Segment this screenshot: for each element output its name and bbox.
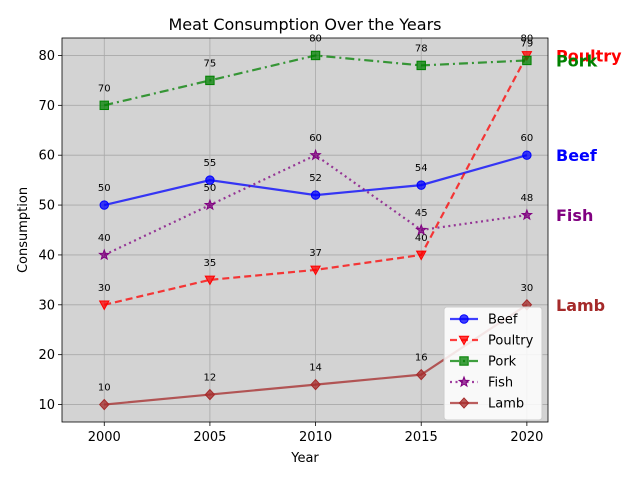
data-point-fish — [415, 223, 428, 236]
data-point-poultry — [204, 275, 216, 286]
legend-label-pork: Pork — [488, 355, 517, 370]
data-point-beef — [205, 175, 215, 185]
data-label-pork: 70 — [98, 83, 111, 94]
data-label-beef: 60 — [521, 133, 534, 144]
data-label-beef: 50 — [98, 183, 111, 194]
x-tick-label: 2010 — [299, 430, 332, 445]
data-label-poultry: 37 — [309, 248, 322, 259]
y-tick-label: 60 — [38, 149, 55, 164]
legend-label-poultry: Poultry — [488, 334, 534, 349]
data-point-pork — [416, 60, 426, 71]
legend-label-beef: Beef — [488, 313, 518, 328]
data-point-lamb — [310, 378, 321, 391]
chart-title: Meat Consumption Over the Years — [169, 15, 442, 34]
x-tick-label: 2005 — [193, 430, 226, 445]
data-label-pork: 80 — [309, 33, 322, 44]
data-label-lamb: 16 — [415, 353, 428, 364]
data-point-pork — [205, 75, 215, 86]
y-tick-label: 20 — [38, 348, 55, 363]
x-axis-title: Year — [290, 451, 319, 466]
grid-lines — [62, 38, 548, 422]
legend-marker-fish — [457, 375, 471, 388]
data-point-lamb — [98, 398, 110, 411]
data-label-poultry: 40 — [415, 233, 428, 244]
legend-marker-poultry — [458, 335, 470, 346]
data-label-pork: 75 — [204, 58, 217, 69]
data-point-fish — [98, 248, 111, 261]
series-end-label-pork: Pork — [556, 51, 598, 70]
data-point-pork — [310, 50, 321, 61]
data-label-lamb: 30 — [521, 283, 534, 294]
data-point-beef — [522, 150, 532, 160]
x-tick-label: 2000 — [88, 430, 121, 445]
data-point-lamb — [415, 368, 427, 381]
data-point-beef — [310, 190, 321, 200]
series-end-label-fish: Fish — [556, 206, 593, 225]
legend-marker-lamb — [458, 397, 470, 409]
data-point-lamb — [204, 388, 216, 401]
series-pork: 70 75 80 78 79 — [98, 33, 534, 111]
data-point-poultry — [98, 300, 110, 311]
y-axis-title: Consumption — [16, 187, 31, 273]
data-point-poultry — [310, 265, 322, 276]
legend-marker-pork — [459, 356, 469, 366]
data-label-poultry: 80 — [521, 33, 534, 44]
data-point-pork — [99, 100, 109, 111]
data-label-fish: 45 — [415, 208, 428, 219]
data-label-pork: 78 — [415, 43, 428, 54]
legend-label-fish: Fish — [488, 376, 513, 391]
data-point-fish — [520, 208, 534, 221]
data-point-poultry — [415, 250, 427, 261]
series-line-fish — [103, 153, 528, 256]
data-label-beef: 52 — [309, 173, 322, 184]
data-label-beef: 54 — [415, 163, 428, 174]
data-point-fish — [309, 148, 322, 161]
x-tick-label: 2020 — [510, 430, 543, 445]
data-label-lamb: 12 — [204, 373, 217, 384]
plot-frame — [61, 37, 549, 423]
data-point-beef — [416, 180, 426, 190]
data-point-fish — [203, 198, 217, 211]
data-label-poultry: 35 — [204, 258, 217, 269]
series-beef: 50 55 52 54 60 — [98, 133, 534, 210]
data-point-pork — [522, 55, 532, 66]
y-tick-label: 40 — [38, 248, 55, 263]
y-tick-label: 50 — [38, 199, 55, 214]
data-label-beef: 55 — [204, 158, 217, 169]
y-tick-label: 30 — [38, 298, 55, 313]
x-tick-label: 2015 — [405, 430, 438, 445]
data-label-pork: 79 — [521, 38, 534, 49]
series-end-label-lamb: Lamb — [556, 296, 605, 315]
data-label-lamb: 14 — [309, 363, 322, 374]
legend-marker-beef — [459, 314, 469, 324]
legend-box — [443, 306, 543, 421]
data-label-fish: 40 — [98, 233, 111, 244]
legend: Beef Poultry Pork Fish Lamb — [443, 306, 543, 421]
data-label-fish: 48 — [521, 193, 534, 204]
y-tick-label: 10 — [38, 398, 55, 413]
legend-label-lamb: Lamb — [488, 397, 524, 412]
series-end-label-poultry: Poultry — [556, 46, 622, 65]
y-tick-label: 70 — [38, 99, 55, 114]
series-fish: 40 50 60 45 48 — [98, 133, 534, 261]
data-point-beef — [99, 200, 109, 210]
data-label-fish: 60 — [309, 133, 322, 144]
data-label-poultry: 30 — [98, 283, 111, 294]
data-label-lamb: 10 — [98, 383, 111, 394]
series-end-label-beef: Beef — [556, 146, 598, 165]
y-tick-label: 80 — [38, 49, 55, 64]
data-label-fish: 50 — [204, 183, 217, 194]
